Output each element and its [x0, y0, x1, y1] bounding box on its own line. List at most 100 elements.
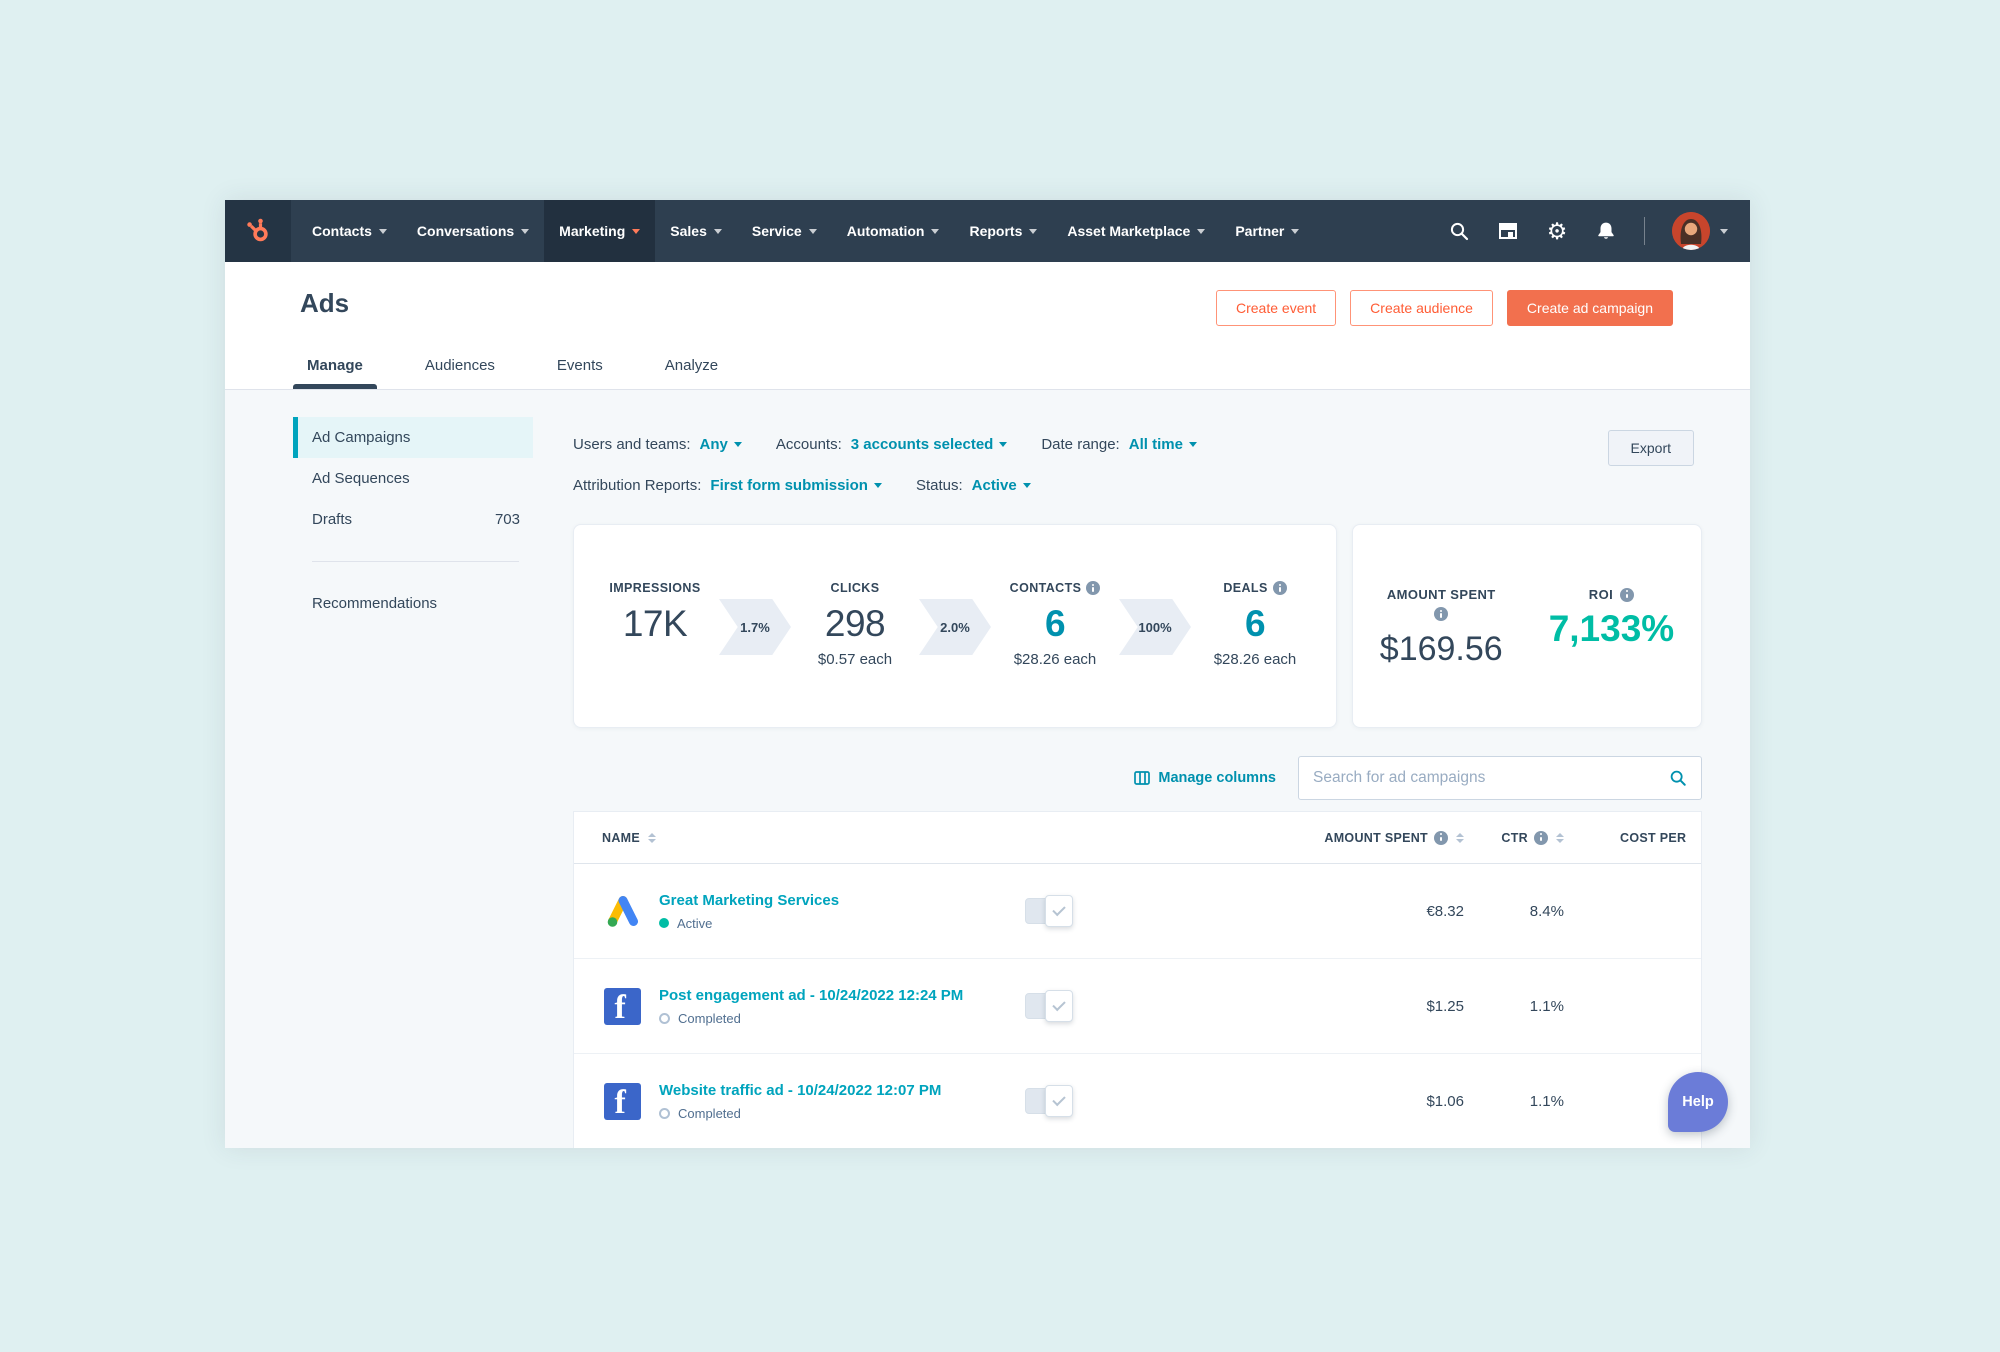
- facebook-icon: f: [602, 986, 642, 1026]
- info-icon[interactable]: [1086, 581, 1101, 595]
- filter-date-range-dropdown[interactable]: All time: [1129, 436, 1197, 453]
- ctr-cell: 1.1%: [1529, 997, 1564, 1015]
- funnel-stage-contacts: CONTACTS 6 $28.26 each: [991, 577, 1119, 675]
- info-icon[interactable]: [1434, 607, 1449, 621]
- chevron-down-icon: [873, 482, 882, 488]
- chevron-down-icon: [1022, 482, 1031, 488]
- ctr-cell: 8.4%: [1529, 902, 1564, 920]
- sort-icon[interactable]: [648, 832, 657, 843]
- nav-item-conversations[interactable]: Conversations: [402, 200, 544, 262]
- manage-columns-button[interactable]: Manage columns: [1134, 770, 1276, 786]
- google-ads-icon: [602, 891, 642, 931]
- app-window: Contacts Conversations Marketing Sales S…: [225, 200, 1750, 1148]
- funnel-stage-clicks: CLICKS 298 $0.57 each: [817, 581, 893, 668]
- create-audience-button[interactable]: Create audience: [1350, 290, 1493, 326]
- marketplace-icon[interactable]: [1497, 220, 1519, 242]
- filters-row-1: Users and teams: Any Accounts: 3 account…: [573, 430, 1702, 458]
- nav-item-asset-marketplace[interactable]: Asset Marketplace: [1052, 200, 1220, 262]
- ctr-cell: 1.1%: [1529, 1092, 1564, 1110]
- filter-date-range: Date range: All time: [1041, 436, 1197, 453]
- status-completed-dot: [659, 1012, 670, 1024]
- sidebar-item-ad-campaigns[interactable]: Ad Campaigns: [293, 417, 533, 458]
- campaign-link[interactable]: Great Marketing Services: [659, 891, 840, 909]
- info-icon[interactable]: [1534, 830, 1548, 845]
- nav-item-marketing[interactable]: Marketing: [544, 200, 656, 262]
- campaign-link[interactable]: Post engagement ad - 10/24/2022 12:24 PM: [659, 986, 964, 1004]
- info-icon[interactable]: [1272, 581, 1287, 595]
- nav-item-partner[interactable]: Partner: [1220, 200, 1314, 262]
- sidebar: Ad Campaigns Ad Sequences Drafts 703 Rec…: [293, 417, 533, 624]
- amount-spent-block: AMOUNT SPENT $169.56: [1379, 587, 1503, 668]
- campaign-toggle[interactable]: [1025, 895, 1073, 927]
- tab-analyze[interactable]: Analyze: [664, 357, 719, 374]
- status-completed-dot: [659, 1107, 670, 1119]
- nav-item-service[interactable]: Service: [737, 200, 832, 262]
- nav-utilities: ⚙: [1448, 200, 1750, 262]
- table-toolbar: Manage columns: [573, 756, 1702, 800]
- amount-spent-cell: €8.32: [1426, 902, 1464, 920]
- tab-manage[interactable]: Manage: [293, 357, 377, 389]
- filter-users-and-teams-dropdown[interactable]: Any: [700, 436, 742, 453]
- chevron-down-icon: [521, 228, 530, 234]
- deals-value: 6: [1244, 603, 1266, 644]
- sort-icon[interactable]: [1556, 832, 1564, 843]
- info-icon[interactable]: [1434, 830, 1448, 845]
- campaign-link[interactable]: Website traffic ad - 10/24/2022 12:07 PM: [659, 1081, 942, 1099]
- clicks-value: 298: [824, 603, 886, 644]
- nav-item-contacts[interactable]: Contacts: [297, 200, 402, 262]
- funnel-stage-deals: DEALS 6 $28.26 each: [1213, 581, 1297, 668]
- check-icon: [1052, 1092, 1066, 1107]
- campaign-toggle[interactable]: [1025, 1085, 1073, 1117]
- column-header-name[interactable]: NAME: [574, 831, 984, 845]
- nav-item-sales[interactable]: Sales: [655, 200, 737, 262]
- campaign-toggle[interactable]: [1025, 990, 1073, 1022]
- page-header: Ads Create event Create audience Create …: [225, 262, 1750, 390]
- notifications-icon[interactable]: [1595, 220, 1617, 242]
- filter-attribution-reports-dropdown[interactable]: First form submission: [710, 477, 882, 494]
- nav-menu: Contacts Conversations Marketing Sales S…: [297, 200, 1314, 262]
- column-header-ctr[interactable]: CTR: [1464, 830, 1564, 845]
- filter-accounts-dropdown[interactable]: 3 accounts selected: [851, 436, 1008, 453]
- table-row: f Post engagement ad - 10/24/2022 12:24 …: [574, 959, 1701, 1054]
- sidebar-item-ad-sequences[interactable]: Ad Sequences: [312, 470, 410, 487]
- nav-item-automation[interactable]: Automation: [832, 200, 955, 262]
- filter-attribution-reports: Attribution Reports: First form submissi…: [573, 477, 882, 494]
- chevron-down-icon: [733, 441, 742, 447]
- search-input[interactable]: [1313, 769, 1669, 787]
- table-row: f Website traffic ad - 10/24/2022 12:07 …: [574, 1054, 1701, 1148]
- help-button[interactable]: Help: [1668, 1072, 1728, 1132]
- sidebar-divider: [312, 561, 519, 562]
- chevron-down-icon: [999, 441, 1008, 447]
- chevron-down-icon: [713, 228, 722, 234]
- settings-icon[interactable]: ⚙: [1546, 217, 1568, 244]
- filter-users-and-teams: Users and teams: Any: [573, 436, 742, 453]
- create-event-button[interactable]: Create event: [1216, 290, 1337, 326]
- search-icon[interactable]: [1669, 769, 1687, 787]
- contacts-value: 6: [1044, 603, 1066, 644]
- drafts-count: 703: [494, 511, 520, 528]
- account-menu[interactable]: [1672, 212, 1728, 250]
- column-header-cost-per[interactable]: COST PER: [1620, 830, 1687, 845]
- tab-audiences[interactable]: Audiences: [424, 357, 495, 374]
- main-content: Users and teams: Any Accounts: 3 account…: [573, 390, 1702, 1148]
- amount-spent-cell: $1.25: [1426, 997, 1464, 1015]
- info-icon[interactable]: [1620, 587, 1635, 602]
- top-navbar: Contacts Conversations Marketing Sales S…: [225, 200, 1750, 262]
- chevron-down-icon: [1188, 441, 1197, 447]
- create-ad-campaign-button[interactable]: Create ad campaign: [1506, 290, 1673, 326]
- tab-events[interactable]: Events: [556, 357, 603, 374]
- hubspot-logo[interactable]: [225, 200, 291, 262]
- search-icon[interactable]: [1448, 220, 1470, 242]
- column-header-amount-spent[interactable]: AMOUNT SPENT: [1114, 830, 1464, 845]
- chevron-down-icon: [1197, 228, 1206, 234]
- export-button[interactable]: Export: [1607, 430, 1694, 466]
- nav-item-reports[interactable]: Reports: [954, 200, 1052, 262]
- amount-spent-cell: $1.06: [1426, 1092, 1464, 1110]
- filter-status-dropdown[interactable]: Active: [972, 477, 1031, 494]
- sort-icon[interactable]: [1456, 832, 1464, 843]
- amount-spent-value: $169.56: [1379, 630, 1503, 668]
- sidebar-item-recommendations[interactable]: Recommendations: [312, 595, 438, 612]
- sidebar-item-drafts[interactable]: Drafts 703: [312, 511, 520, 528]
- check-icon: [1052, 997, 1066, 1012]
- nav-divider: [1644, 217, 1645, 245]
